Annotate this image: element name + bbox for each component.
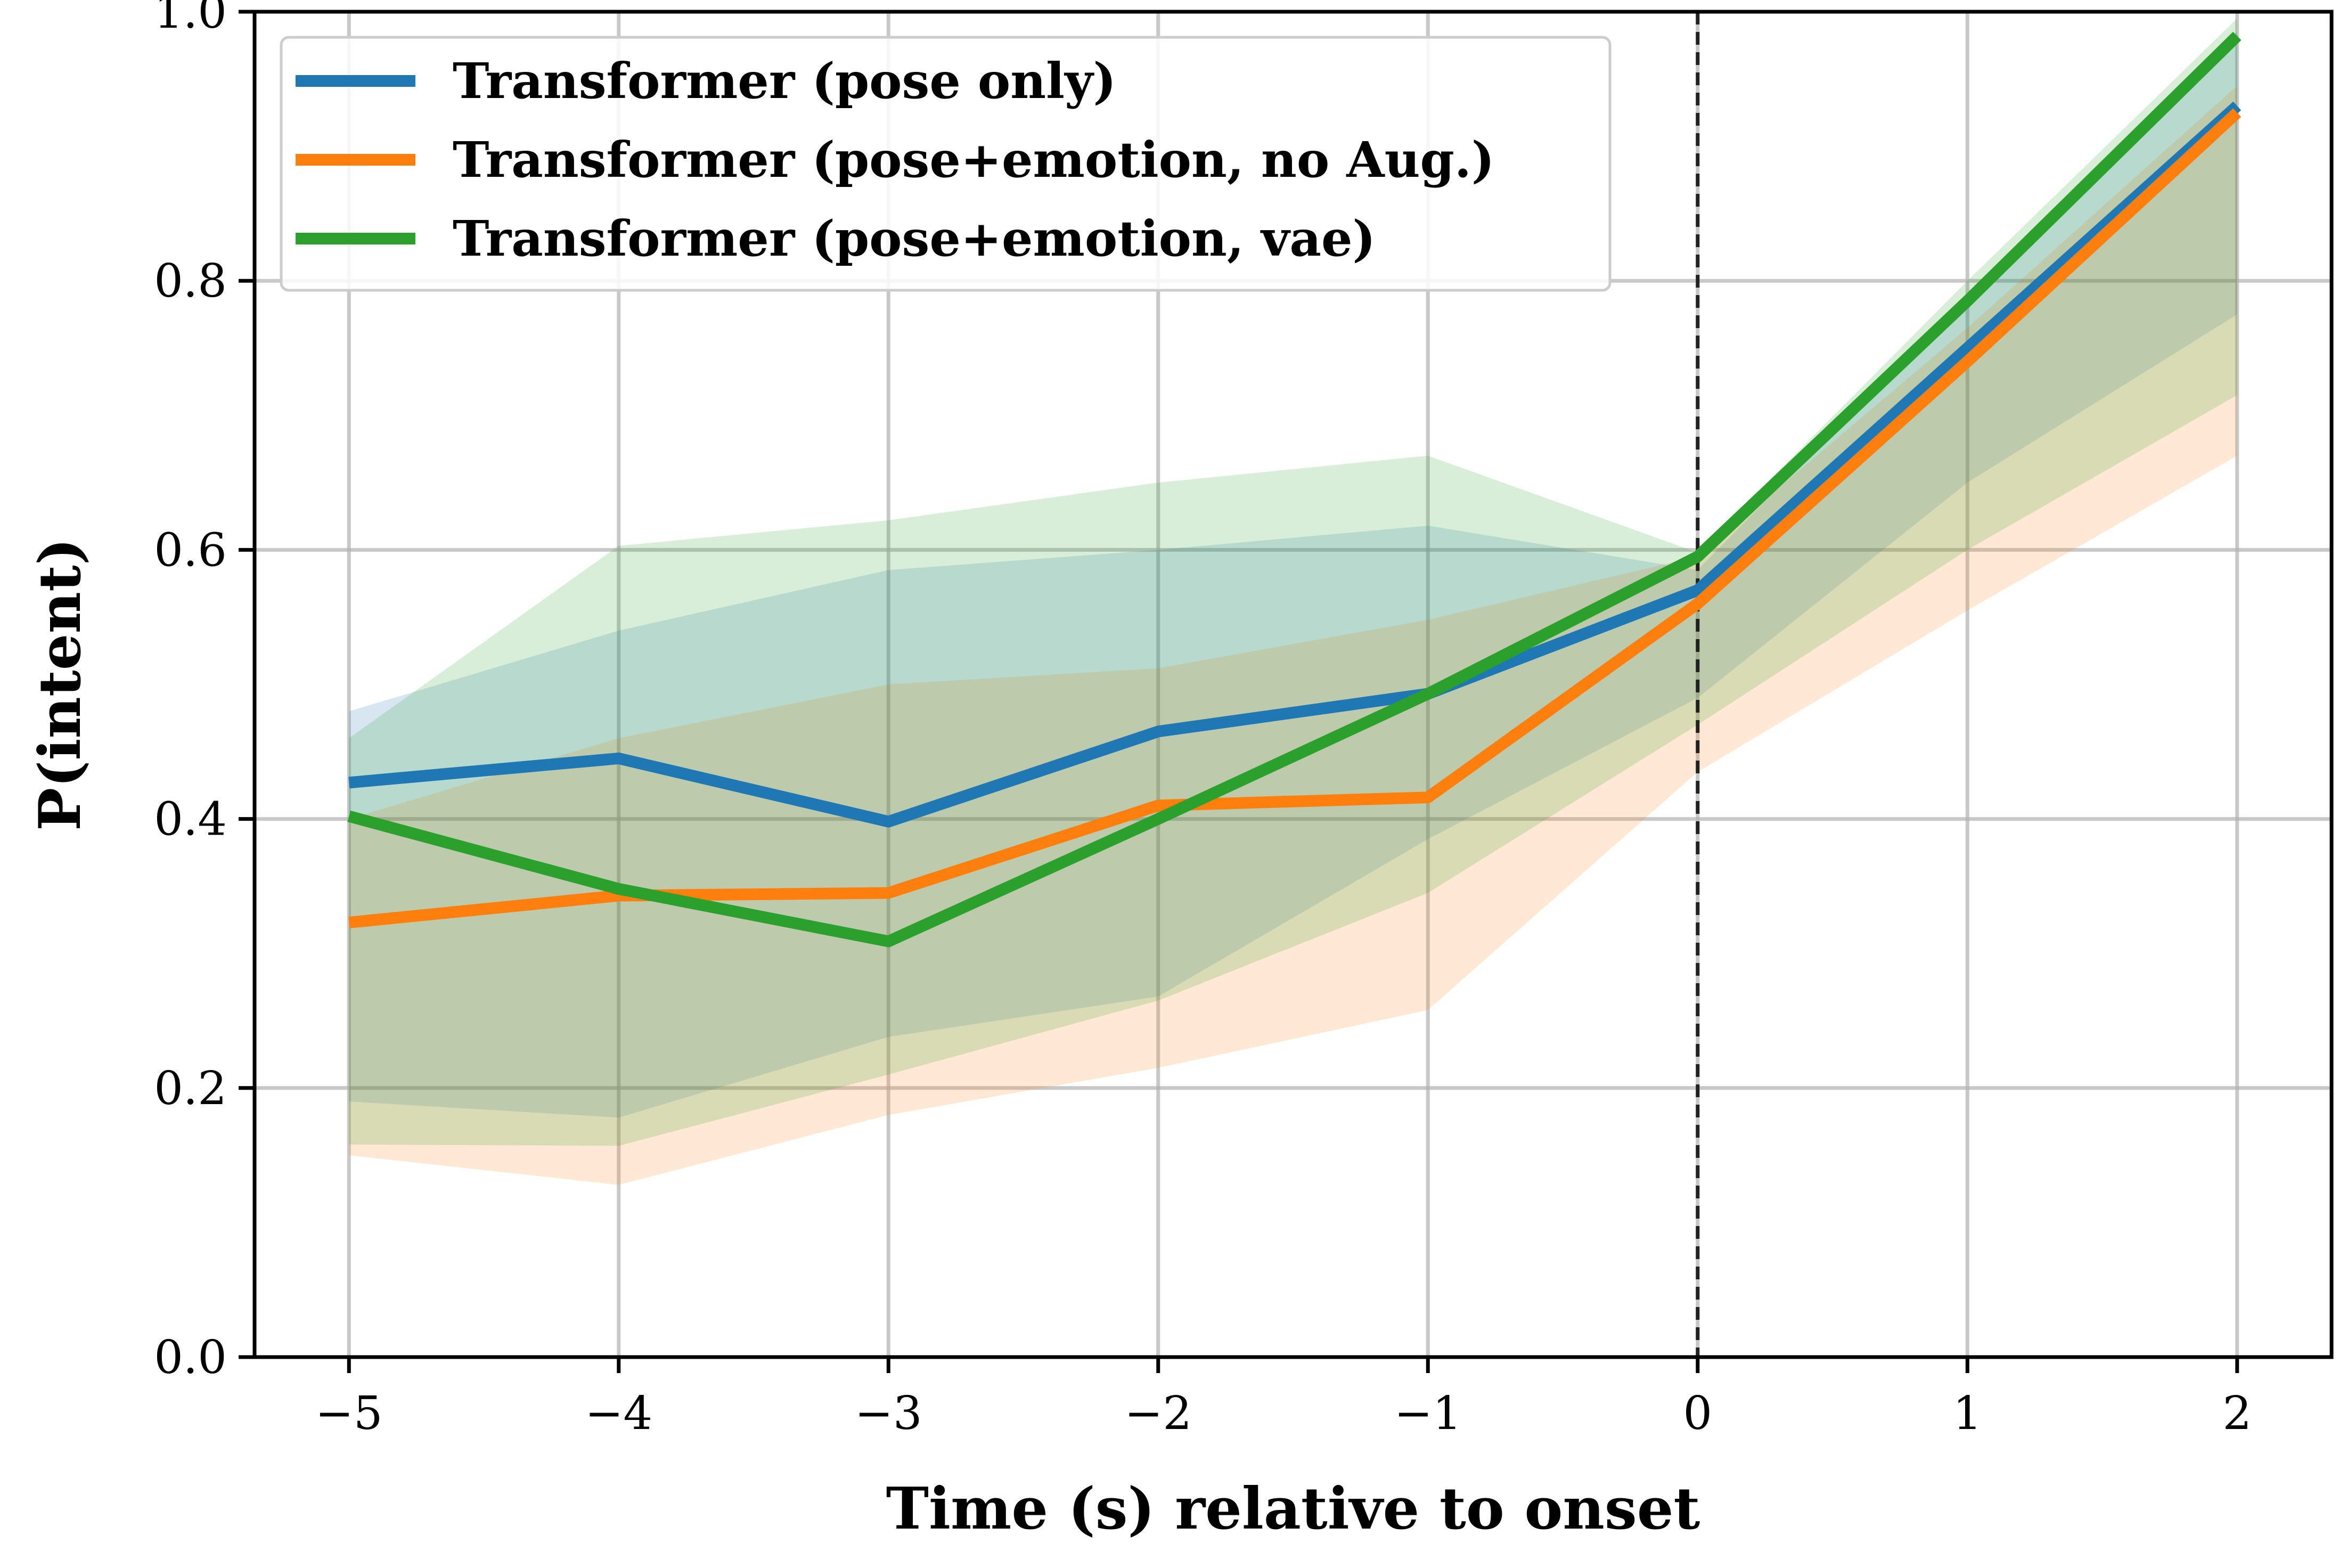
y-tick-label-3: 0.6 — [154, 524, 227, 577]
legend-label-2: Transformer (pose+emotion, no Aug.) — [453, 131, 1494, 189]
legend-box — [280, 36, 1612, 292]
y-tick-label-4: 0.8 — [154, 255, 227, 308]
x-axis-label: Time (s) relative to onset — [886, 1475, 1700, 1542]
x-tick-label-2: −3 — [855, 1387, 922, 1440]
x-tick-label-6: 1 — [1953, 1387, 1982, 1440]
x-tick-label-5: 0 — [1683, 1387, 1712, 1440]
confidence-band-3 — [349, 18, 2237, 1146]
y-tick-label-0: 0.0 — [154, 1331, 227, 1384]
legend-label-1: Transformer (pose only) — [453, 52, 1116, 110]
confidence-band-2 — [349, 85, 2237, 1185]
confidence-band-1 — [349, 31, 2237, 1118]
x-tick-label-4: −1 — [1394, 1387, 1462, 1440]
y-tick-label-5: 1.0 — [154, 0, 227, 39]
y-tick-label-1: 0.2 — [154, 1062, 227, 1115]
legend-label-3: Transformer (pose+emotion, vae) — [453, 210, 1376, 267]
y-axis-label: P(intent) — [27, 538, 94, 831]
series-line-1 — [348, 101, 2242, 828]
x-tick-label-7: 2 — [2222, 1387, 2252, 1440]
series-line-3 — [347, 31, 2242, 948]
x-tick-label-1: −4 — [585, 1387, 652, 1440]
y-tick-label-2: 0.4 — [154, 793, 227, 846]
x-tick-label-0: −5 — [315, 1387, 383, 1440]
plot-frame — [252, 10, 2334, 1359]
x-tick-label-3: −2 — [1124, 1387, 1192, 1440]
